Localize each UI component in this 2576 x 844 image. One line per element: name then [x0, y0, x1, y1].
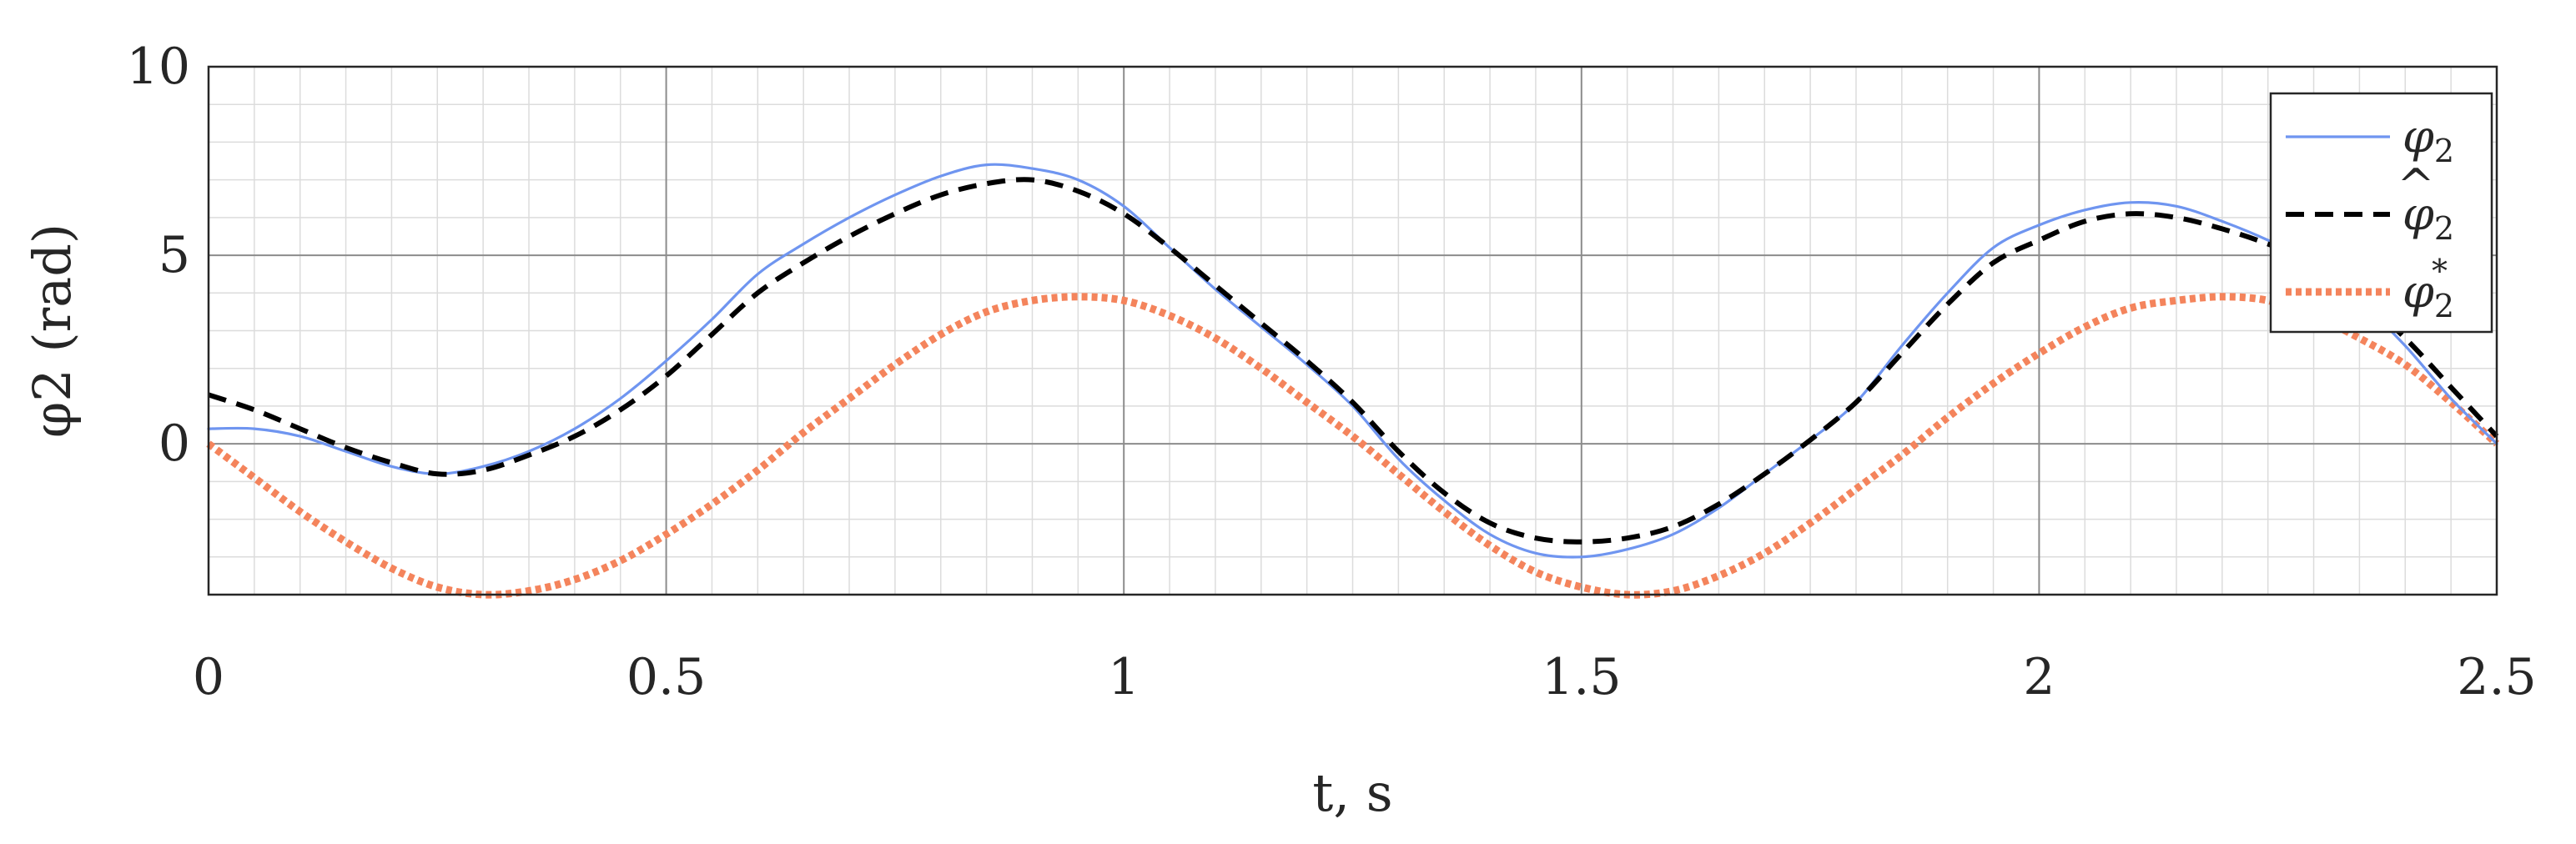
x-tick-label: 2.5 [2457, 648, 2536, 706]
legend-label-2: φ2 [2402, 188, 2454, 247]
x-tick-label: 0.5 [626, 648, 706, 706]
series-layer [206, 163, 2500, 599]
series-line-3 [206, 293, 2500, 599]
x-tick-label: 0 [193, 648, 224, 706]
y-tick-label: 10 [127, 38, 190, 96]
y-axis-label: φ2 (rad) [22, 224, 83, 438]
legend-hat-accent: ^ [2397, 159, 2434, 212]
x-tick-label: 2 [2023, 648, 2055, 706]
y-tick-label: 0 [158, 414, 190, 473]
series-line-2 [208, 177, 2499, 545]
y-tick-label: 5 [158, 226, 190, 284]
y-tick-labels: 0 5 10 [127, 38, 190, 473]
x-tick-label: 1 [1108, 648, 1140, 706]
x-tick-label: 1.5 [1542, 648, 1621, 706]
plot-area-frame [207, 65, 2498, 596]
legend-label-3: φ2* [2402, 253, 2454, 324]
x-tick-labels: 0 0.5 1 1.5 2 2.5 [193, 648, 2537, 706]
x-axis-label: t, s [1312, 762, 1392, 823]
series-line-1 [207, 163, 2498, 559]
minor-grid [208, 66, 2498, 595]
